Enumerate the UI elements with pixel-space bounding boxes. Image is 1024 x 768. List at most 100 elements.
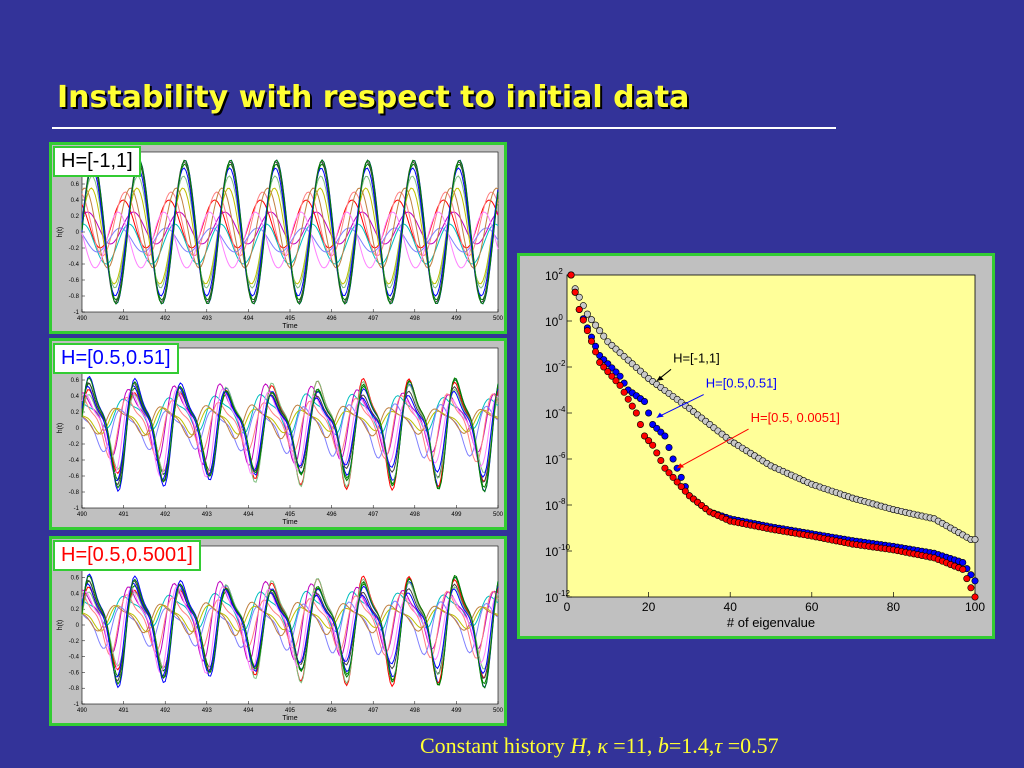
data-point — [575, 305, 583, 313]
x-tick-label: 497 — [368, 512, 379, 518]
x-tick-label: 493 — [202, 512, 213, 518]
data-point — [641, 398, 649, 406]
data-point — [583, 310, 591, 318]
x-tick-label: 492 — [160, 512, 171, 518]
data-point — [665, 444, 673, 452]
annotation-arrowhead — [677, 463, 685, 469]
data-point — [592, 321, 600, 329]
data-point — [645, 437, 653, 445]
timeseries-panel-1: 490 491 492 493 494 495 496 497 498 499 500 -1 -0.8 -… — [49, 142, 507, 334]
x-tick-label: 490 — [77, 708, 88, 714]
data-point — [669, 473, 677, 481]
series-line — [82, 583, 498, 677]
data-point — [971, 593, 979, 601]
series-line — [82, 160, 498, 304]
y-tick-label: -0.4 — [69, 262, 80, 268]
annotation-arrowhead — [656, 412, 664, 418]
timeseries-chart-1: 490 491 492 493 494 495 496 497 498 499 500 -1 -0.8 -… — [57, 150, 504, 330]
x-tick-label: 498 — [410, 512, 421, 518]
y-axis-label: h(t) — [57, 423, 64, 434]
y-tick-label: -0.6 — [69, 278, 80, 284]
x-tick-label: 490 — [77, 512, 88, 518]
timeseries-panel-3: 490 491 492 493 494 495 496 497 498 499 500 -1 -0.8 -… — [49, 536, 507, 726]
y-tick-label: -0.8 — [69, 490, 80, 496]
y-tick-label: -0.4 — [69, 458, 80, 464]
x-tick-label: 492 — [160, 708, 171, 714]
x-tick-label: 492 — [160, 316, 171, 322]
caption-tau-value: =0.57 — [722, 733, 779, 758]
data-point — [628, 402, 636, 410]
series-group — [82, 574, 498, 688]
timeseries-chart-3: 490 491 492 493 494 495 496 497 498 499 500 -1 -0.8 -… — [57, 544, 504, 722]
x-tick-label: 494 — [243, 708, 254, 714]
timeseries-chart-2: 490 491 492 493 494 495 496 497 498 499 500 -1 -0.8 -… — [57, 346, 504, 526]
y-tick-label: -0.8 — [69, 294, 80, 300]
series-line — [82, 394, 498, 462]
x-tick-label: 493 — [202, 316, 213, 322]
x-tick-label: 500 — [493, 708, 504, 714]
y-tick-label: 10-2 — [545, 359, 566, 375]
y-axis-label: h(t) — [57, 227, 64, 238]
data-point — [579, 316, 587, 324]
series-line — [82, 386, 498, 481]
data-point — [641, 432, 649, 440]
x-tick-label: 496 — [327, 708, 338, 714]
data-point — [616, 372, 624, 380]
data-point — [971, 535, 979, 543]
series-line — [82, 408, 498, 435]
x-tick-label: 500 — [493, 512, 504, 518]
data-point — [967, 584, 975, 592]
x-axis-label: Time — [282, 323, 297, 330]
y-tick-label: 10-6 — [545, 451, 566, 467]
y-tick-label: 0.2 — [71, 214, 80, 220]
data-point — [567, 271, 575, 279]
data-point — [575, 293, 583, 301]
data-point — [653, 449, 661, 457]
data-point — [645, 409, 653, 417]
data-point — [959, 558, 967, 566]
data-point — [571, 288, 579, 296]
data-point — [600, 332, 608, 340]
data-point — [620, 388, 628, 396]
y-tick-label: 10-12 — [545, 589, 570, 605]
y-tick-label: -0.2 — [69, 639, 80, 645]
data-point — [592, 348, 600, 356]
x-tick-label: 494 — [243, 512, 254, 518]
x-axis-label: Time — [282, 519, 297, 526]
data-point — [657, 457, 665, 465]
x-tick-label: 100 — [965, 600, 985, 614]
slide-caption: Constant history H, κ =11, b=1.4,τ =0.57 — [420, 733, 779, 759]
caption-kappa: κ — [597, 733, 608, 758]
data-point — [665, 469, 673, 477]
caption-b: b — [657, 733, 669, 758]
panel-label-3-text: H=[0.5,0.5001] — [61, 544, 193, 566]
y-tick-label: -0.2 — [69, 246, 80, 252]
x-tick-label: 496 — [327, 512, 338, 518]
x-axis-label: # of eigenvalue — [727, 615, 815, 630]
data-point — [632, 409, 640, 417]
data-point — [681, 487, 689, 495]
y-tick-label: -0.2 — [69, 442, 80, 448]
x-tick-label: 0 — [564, 600, 571, 614]
y-tick-label: 0.2 — [71, 410, 80, 416]
data-point — [608, 372, 616, 380]
data-point — [612, 368, 620, 376]
annotation-label: H=[0.5, 0.0051] — [751, 410, 840, 425]
data-point — [587, 316, 595, 324]
x-tick-label: 491 — [119, 316, 130, 322]
data-point — [616, 381, 624, 389]
data-point — [669, 455, 677, 463]
x-tick-label: 499 — [451, 512, 462, 518]
caption-kappa-value: =11, — [607, 733, 658, 758]
panel-label-2-text: H=[0.5,0.51] — [61, 347, 171, 369]
annotation-arrow — [656, 394, 704, 419]
data-point — [971, 577, 979, 585]
data-point — [596, 358, 604, 366]
series-line — [82, 389, 498, 477]
eigen-plot-area — [566, 274, 976, 598]
x-tick-label: 499 — [451, 708, 462, 714]
data-point — [661, 432, 669, 440]
y-tick-label: -0.6 — [69, 670, 80, 676]
series-line — [82, 378, 498, 492]
series-line — [82, 605, 498, 632]
